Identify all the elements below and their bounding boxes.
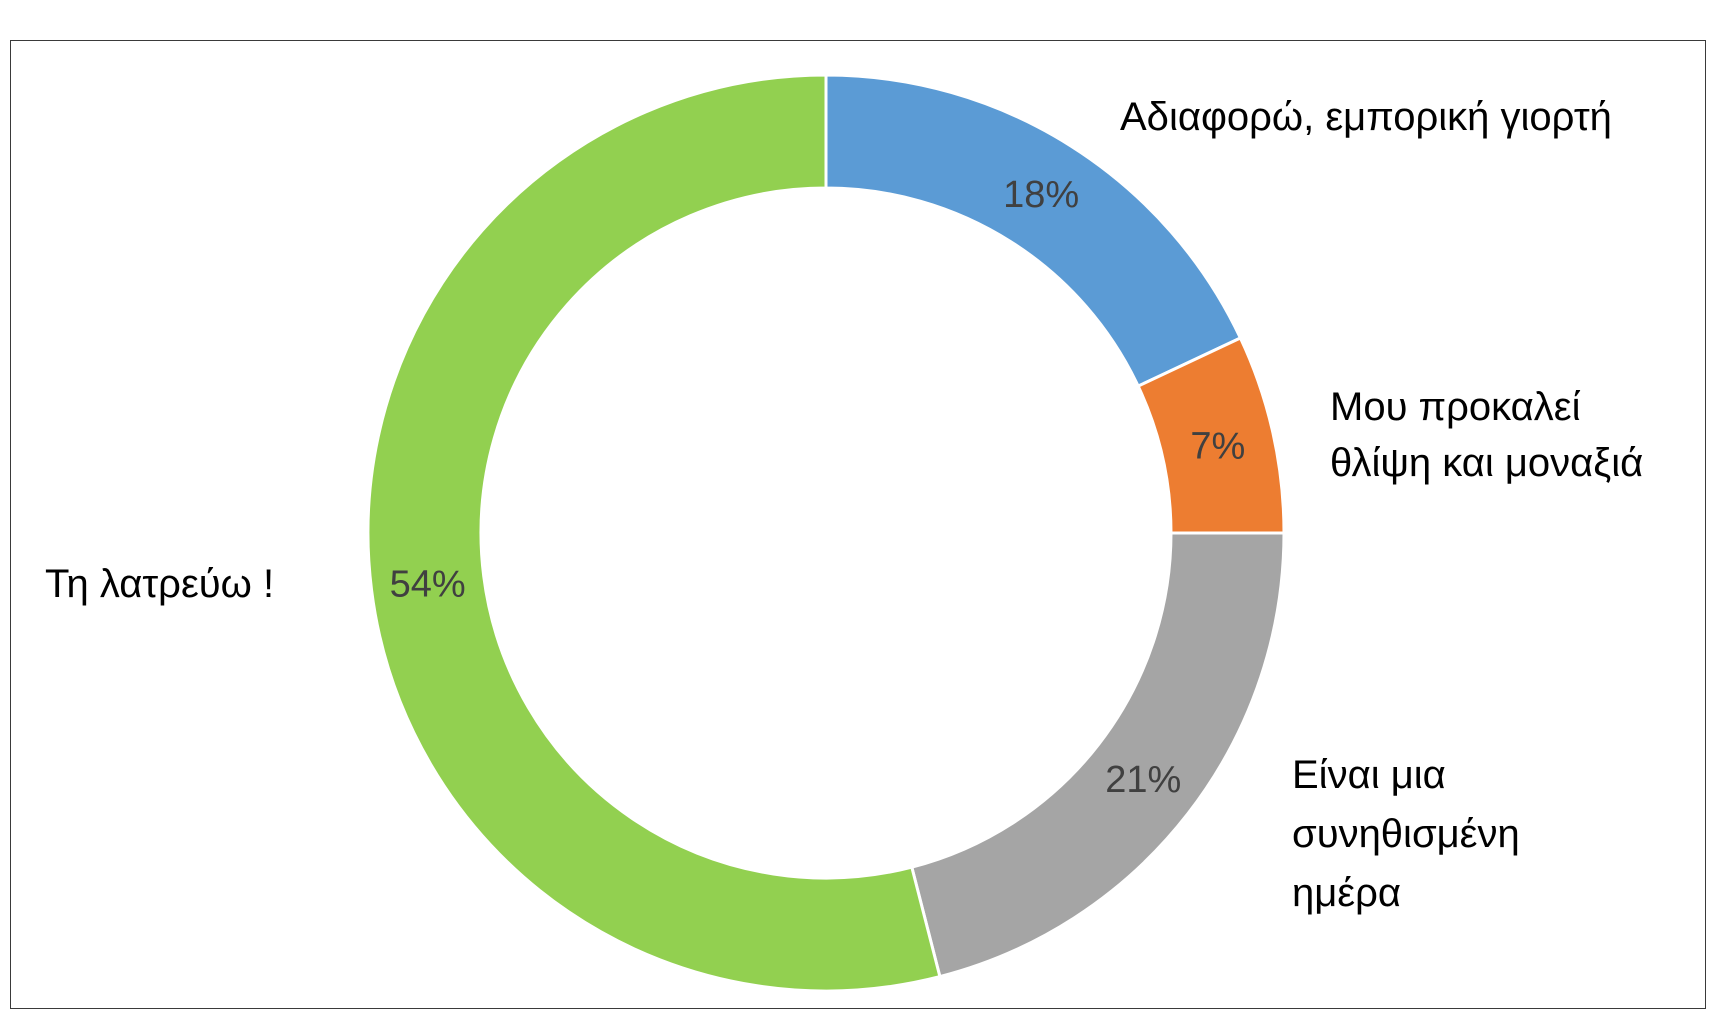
category-label-line: θλίψη και μοναξιά <box>1330 441 1643 485</box>
category-label-3: Είναι μια συνηθισμένη ημέρα <box>1292 753 1520 915</box>
data-label-3: 21% <box>1105 759 1181 801</box>
category-label-line: Μου προκαλεί <box>1330 385 1581 429</box>
data-label-4: 54% <box>390 563 466 605</box>
slice-4 <box>366 73 942 993</box>
category-label-4: Τη λατρεύω ! <box>45 562 274 606</box>
category-label-line: ημέρα <box>1292 871 1401 915</box>
category-label-1: Αδιαφορώ, εμπορική γιορτή <box>1120 95 1612 139</box>
chart-frame <box>10 40 1706 1009</box>
category-label-line: Τη λατρεύω ! <box>45 562 274 606</box>
data-label-2: 7% <box>1190 425 1245 467</box>
data-label-1: 18% <box>1003 174 1079 216</box>
category-label-2: Μου προκαλεί θλίψη και μοναξιά <box>1330 385 1643 485</box>
slice-3 <box>909 531 1286 979</box>
category-label-line: Είναι μια <box>1292 753 1446 797</box>
category-label-line: συνηθισμένη <box>1292 812 1520 856</box>
category-label-line: Αδιαφορώ, εμπορική γιορτή <box>1120 95 1612 139</box>
